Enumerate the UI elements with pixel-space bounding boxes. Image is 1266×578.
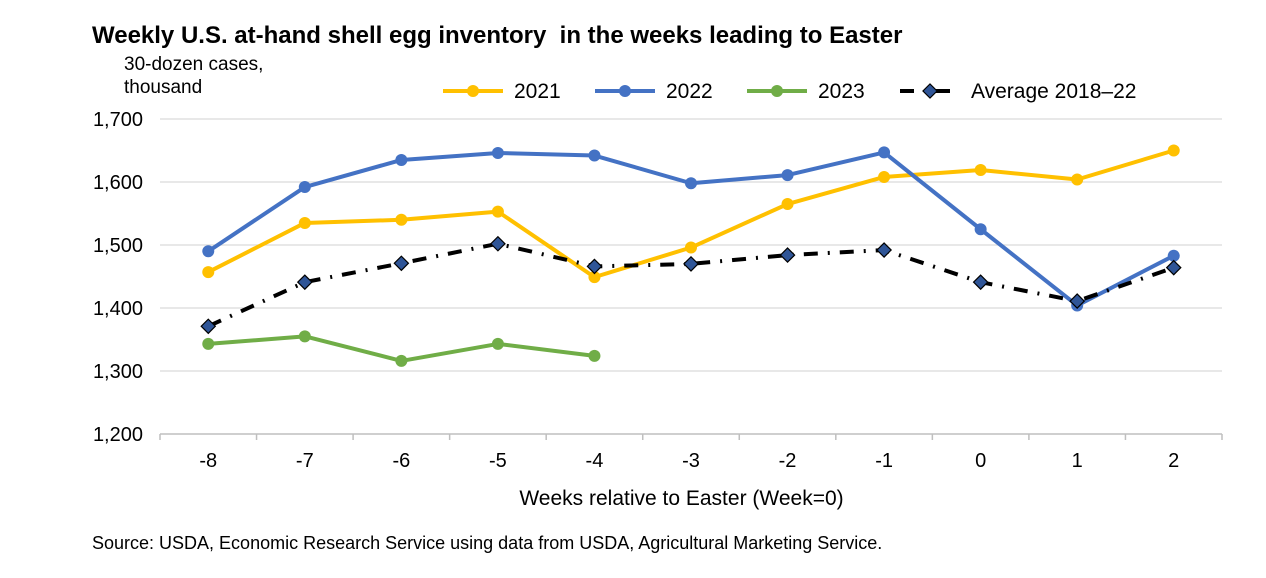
data-point (685, 177, 697, 190)
data-point (1167, 249, 1180, 262)
x-tick-label: -1 (875, 450, 893, 472)
legend: 2021 2022 2023 Average 2018–22 (443, 80, 1136, 103)
x-tick-label: -3 (682, 450, 700, 472)
data-point (683, 255, 699, 272)
data-point (298, 181, 311, 194)
series-2023 (202, 330, 601, 367)
data-point (202, 245, 215, 258)
data-point (588, 271, 601, 284)
y-tick-label: 1,200 (93, 424, 143, 446)
data-point (298, 216, 311, 229)
y-tick-label: 1,600 (93, 172, 143, 194)
data-point (588, 149, 601, 162)
data-point (1165, 259, 1182, 276)
data-point (491, 147, 504, 160)
data-point (586, 258, 603, 275)
series-average-2018-22 (200, 235, 1182, 335)
data-point (876, 242, 893, 258)
series-2021 (202, 144, 1180, 284)
data-point (1167, 144, 1180, 157)
series-lines (200, 144, 1182, 367)
data-point (489, 235, 506, 252)
x-tick-label: -4 (586, 450, 604, 472)
y-tick-label: 1,700 (93, 109, 143, 131)
x-tick-label: -2 (779, 450, 797, 472)
x-tick-label: 1 (1072, 450, 1083, 472)
data-point (878, 170, 891, 183)
x-tick-label: 2 (1168, 450, 1179, 472)
data-point (974, 223, 987, 236)
y-tick-label: 1,500 (93, 235, 143, 257)
x-tick-labels: -8 -7 -6 -5 -4 -3 -2 -1 0 1 2 (199, 450, 1179, 472)
x-axis (159, 433, 1223, 440)
data-point (878, 146, 891, 159)
legend-item: 2022 (595, 80, 713, 103)
data-point (1071, 173, 1084, 186)
y-axis-label: 30-dozen cases, thousand (124, 54, 264, 98)
data-point (395, 153, 408, 166)
data-point (685, 241, 697, 254)
legend-swatch-marker (619, 85, 631, 97)
legend-swatch-marker (922, 83, 938, 99)
data-point (781, 169, 794, 182)
x-tick-label: -6 (392, 450, 410, 472)
legend-label: 2021 (514, 80, 561, 103)
legend-swatch-marker (771, 85, 783, 97)
data-point (491, 337, 504, 350)
data-point (491, 205, 504, 218)
series-2022 (202, 146, 1180, 312)
data-point (972, 274, 989, 291)
data-point (393, 255, 410, 272)
data-point (200, 318, 217, 335)
legend-item: 2023 (747, 80, 865, 103)
source-note: Source: USDA, Economic Research Service … (92, 533, 883, 553)
x-axis-label: Weeks relative to Easter (Week=0) (519, 487, 844, 510)
x-tick-label: -8 (199, 450, 217, 472)
data-point (202, 337, 215, 350)
x-tick-label: -7 (296, 450, 314, 472)
x-tick-label: -5 (489, 450, 507, 472)
y-tick-labels: 1,200 1,300 1,400 1,500 1,600 1,700 (93, 109, 143, 446)
data-point (1069, 293, 1086, 309)
data-point (974, 164, 987, 177)
data-point (588, 349, 601, 362)
legend-label: 2023 (818, 80, 865, 103)
legend-swatch-marker (467, 85, 479, 97)
data-point (395, 213, 408, 226)
data-point (202, 266, 215, 279)
y-tick-label: 1,400 (93, 298, 143, 320)
data-point (296, 274, 313, 291)
x-tick-label: 0 (975, 450, 986, 472)
legend-item: Average 2018–22 (900, 80, 1136, 103)
chart-title: Weekly U.S. at-hand shell egg inventory … (92, 22, 903, 49)
data-point (779, 247, 796, 263)
data-point (298, 330, 311, 343)
legend-label: Average 2018–22 (971, 80, 1136, 103)
data-point (781, 198, 794, 211)
y-tick-label: 1,300 (93, 361, 143, 383)
legend-label: 2022 (666, 80, 713, 103)
legend-item: 2021 (443, 80, 561, 103)
data-point (395, 354, 408, 367)
